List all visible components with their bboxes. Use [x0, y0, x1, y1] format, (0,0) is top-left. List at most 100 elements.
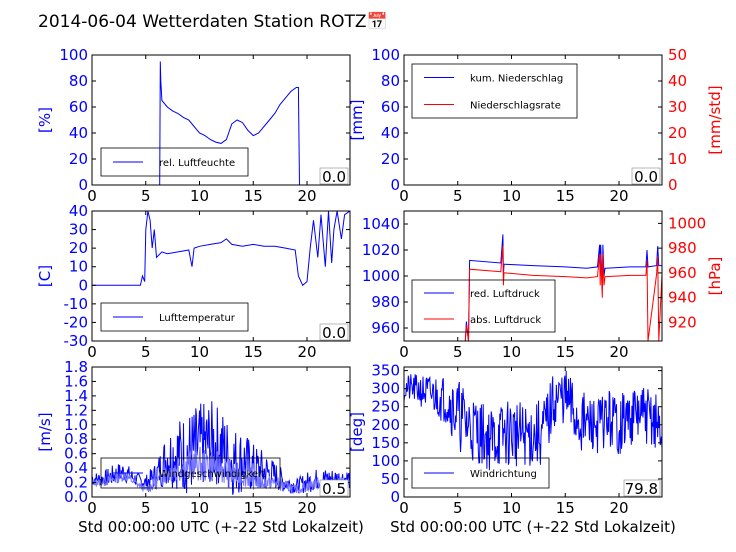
y-tick-label-windspeed: 1.0	[64, 416, 88, 434]
x-tick-label-windspeed: 0	[87, 499, 97, 517]
x-tick-label-pressure: 5	[453, 343, 463, 361]
y-tick-label-temperature: 40	[69, 202, 88, 220]
x-tick-label-winddir: 0	[399, 499, 409, 517]
x-tick-label-windspeed: 20	[297, 499, 316, 517]
legend-label-winddir: Windrichtung	[470, 469, 537, 480]
x-tick-label-humidity: 20	[297, 187, 316, 205]
y-tick-label-temperature: -10	[64, 295, 89, 313]
y-tick-label-winddir: 250	[371, 398, 400, 416]
plot-frame-windspeed	[91, 366, 351, 498]
y-tick-label-temperature: -20	[64, 313, 89, 331]
y-tick-label-winddir: 200	[371, 416, 400, 434]
y-tick-label-windspeed: 1.6	[64, 372, 88, 390]
x-axis-label-right: Std 00:00:00 UTC (+-22 Std Lokalzeit)	[390, 518, 676, 536]
y-tick-label-winddir: 100	[371, 452, 400, 470]
y2-axis-label-precipitation: [mm/std]	[706, 85, 724, 154]
y-tick-label-pressure: 1000	[362, 267, 400, 285]
y-tick-label-temperature: 0	[78, 276, 88, 294]
y-tick-label-pressure: 1020	[362, 241, 400, 259]
y-tick-label-winddir: 0	[390, 488, 400, 506]
y-tick-label-winddir: 50	[381, 470, 400, 488]
y-tick-label-precipitation: 20	[381, 150, 400, 168]
x-tick-label-windspeed: 15	[244, 499, 263, 517]
y-tick-label-windspeed: 0.0	[64, 488, 88, 506]
x-tick-label-humidity: 15	[244, 187, 263, 205]
y-tick-label-windspeed: 1.8	[64, 358, 88, 376]
last-value-box-winddir	[623, 479, 661, 497]
series-line-temperature-0	[92, 211, 350, 287]
y2-tick-label-precipitation: 40	[668, 72, 687, 90]
x-tick-label-windspeed: 10	[190, 499, 209, 517]
y-tick-label-temperature: 20	[69, 239, 88, 257]
series-line-windspeed-0	[92, 401, 350, 495]
legend-label-pressure: red. Luftdruck	[470, 289, 540, 300]
y-tick-label-temperature: -30	[64, 332, 89, 350]
y-tick-label-winddir: 350	[371, 362, 400, 380]
y-tick-label-humidity: 60	[69, 98, 88, 116]
x-tick-label-temperature: 10	[190, 343, 209, 361]
last-value-box-temperature	[319, 323, 349, 341]
y-tick-label-windspeed: 0.6	[64, 445, 88, 463]
figure-title: 2014-06-04 Wetterdaten Station ROTZ📅	[38, 11, 388, 32]
x-tick-label-humidity: 0	[87, 187, 97, 205]
y-tick-label-humidity: 100	[59, 46, 88, 64]
legend-precipitation: kum. Niederschlag Niederschlagsrate	[411, 63, 578, 119]
legend-box-temperature	[100, 302, 249, 332]
legend-temperature: Lufttemperatur	[100, 302, 249, 332]
y2-tick-label-pressure: 980	[668, 239, 697, 257]
x-tick-label-precipitation: 15	[556, 187, 575, 205]
y-tick-label-winddir: 300	[371, 380, 400, 398]
y2-tick-label-precipitation: 20	[668, 124, 687, 142]
last-value-temperature: 0.0	[322, 324, 346, 342]
y2-tick-label-precipitation: 30	[668, 98, 687, 116]
last-value-winddir: 79.8	[625, 480, 658, 498]
last-value-box-precipitation	[631, 167, 661, 185]
y2-tick-label-pressure: 920	[668, 313, 697, 331]
x-tick-label-pressure: 15	[556, 343, 575, 361]
legend-box-pressure	[411, 279, 556, 333]
x-tick-label-winddir: 5	[453, 499, 463, 517]
panel-humidity: 0 5 10 15 20 0 20 40 60 80 100 [%] rel. Luftfeuchte 0…	[36, 46, 351, 205]
panel-temperature: 0 5 10 15 20-30-20-10010203040[C]Lufttempera…	[36, 202, 351, 361]
legend-label-pressure: abs. Luftdruck	[470, 315, 541, 326]
y-tick-label-windspeed: 1.4	[64, 387, 88, 405]
x-tick-label-precipitation: 0	[399, 187, 409, 205]
panel-precipitation: 0 5 10 15 20 0 20 40 60 80 100 0 10 20 30 40 50 [mm] [mm/s…	[348, 46, 724, 205]
y-tick-label-pressure: 1040	[362, 215, 400, 233]
legend-box-winddir	[411, 457, 550, 489]
y-tick-label-pressure: 980	[371, 293, 400, 311]
series-line-humidity-0	[92, 61, 350, 185]
x-tick-label-humidity: 5	[141, 187, 151, 205]
y-tick-label-humidity: 80	[69, 72, 88, 90]
x-tick-label-winddir: 15	[556, 499, 575, 517]
y-axis-label-humidity: [%]	[36, 107, 54, 133]
y2-tick-label-precipitation: 50	[668, 46, 687, 64]
legend-box-humidity	[100, 147, 249, 177]
x-tick-label-precipitation: 10	[502, 187, 521, 205]
last-value-precipitation: 0.0	[634, 168, 658, 186]
x-tick-label-temperature: 20	[297, 343, 316, 361]
legend-label-temperature: Lufttemperatur	[159, 313, 236, 324]
y-tick-label-precipitation: 40	[381, 124, 400, 142]
panel-winddir: 0 5 10 15 20050100150200250300350[deg]Windri…	[348, 362, 663, 517]
x-tick-label-pressure: 20	[609, 343, 628, 361]
legend-pressure: red. Luftdruck abs. Luftdruck	[411, 279, 556, 333]
x-tick-label-temperature: 5	[141, 343, 151, 361]
x-tick-label-precipitation: 5	[453, 187, 463, 205]
last-value-box-humidity	[319, 167, 349, 185]
series-line-windspeed-1	[92, 446, 350, 494]
x-tick-label-temperature: 0	[87, 343, 97, 361]
x-tick-label-windspeed: 5	[141, 499, 151, 517]
legend-label-humidity: rel. Luftfeuchte	[159, 158, 235, 169]
legend-humidity: rel. Luftfeuchte	[100, 147, 249, 177]
series-line-pressure-1	[464, 245, 662, 341]
panel-pressure: 0 5 10 15 20 960 980 1000 1020 1040 920 940 960 980 10…	[362, 210, 724, 361]
panel-windspeed: 0 5 10 15 20 0.00.20.40.60.81.01.21.41.61.8 [m…	[36, 358, 351, 517]
y-tick-label-precipitation: 80	[381, 72, 400, 90]
y-tick-label-precipitation: 0	[390, 176, 400, 194]
x-tick-label-humidity: 10	[190, 187, 209, 205]
y-tick-label-precipitation: 100	[371, 46, 400, 64]
y2-axis-label-pressure: [hPa]	[706, 257, 724, 296]
plot-frame-precipitation	[403, 54, 663, 186]
y2-tick-label-pressure: 960	[668, 264, 697, 282]
